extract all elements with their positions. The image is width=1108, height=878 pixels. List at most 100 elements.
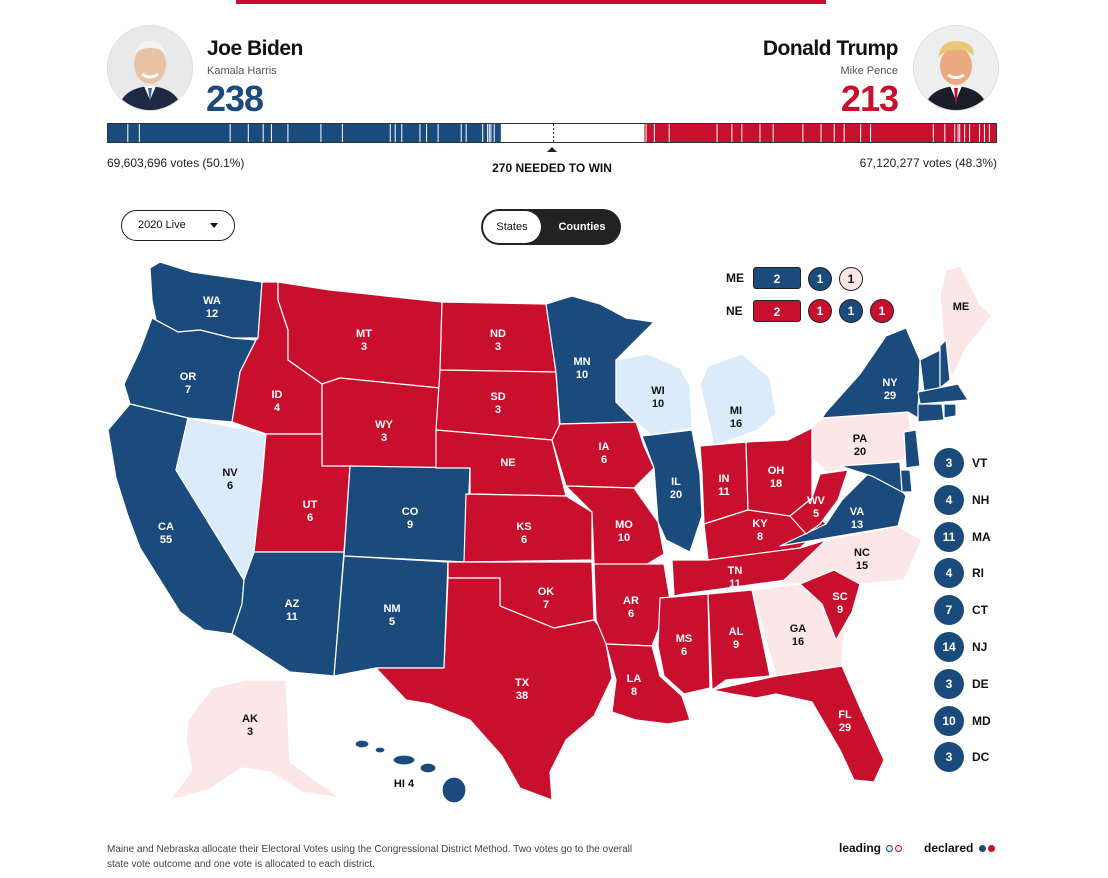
small-state-abbr-DE: DE	[972, 676, 989, 691]
state-ev-WV: 5	[813, 508, 819, 520]
state-WV[interactable]	[789, 469, 849, 535]
state-label-KS: KS 6	[516, 521, 531, 546]
state-abbr-MO: MO	[615, 519, 633, 531]
state-abbr-FL: FL	[838, 709, 852, 721]
state-abbr-UT: UT	[303, 499, 318, 511]
state-label-MT: MT 3	[356, 328, 372, 353]
split-state-label-ne: NE	[726, 304, 743, 318]
small-state-DE[interactable]: 3 DE	[934, 668, 1004, 699]
state-abbr-LA: LA	[627, 673, 642, 685]
state-label-FL: FL 29	[838, 709, 852, 734]
state-NJ	[903, 429, 921, 469]
small-state-VT[interactable]: 3 VT	[934, 448, 1004, 478]
small-state-ev-CT: 7	[934, 595, 964, 626]
state-ev-MT: 3	[361, 341, 367, 353]
state-abbr-ID: ID	[272, 389, 283, 401]
me-district-2[interactable]: 1	[839, 267, 863, 291]
toggle-counties[interactable]: Counties	[558, 221, 606, 233]
ne-district-1[interactable]: 1	[808, 299, 832, 323]
ne-district-2[interactable]: 1	[839, 299, 863, 323]
state-IA[interactable]	[551, 421, 655, 489]
state-AK[interactable]	[169, 679, 341, 801]
state-TX[interactable]	[375, 577, 613, 801]
small-state-abbr-RI: RI	[972, 566, 984, 581]
state-label-PA: PA 20	[853, 433, 868, 458]
ne-statewide-pill[interactable]: 2	[753, 300, 801, 322]
state-label-GA: GA 16	[790, 623, 807, 648]
state-abbr-IN: IN	[719, 473, 730, 485]
state-abbr-CO: CO	[402, 506, 419, 518]
state-label-NC: NC 15	[854, 547, 870, 572]
state-label-VA: VA 13	[850, 506, 865, 531]
year-select[interactable]: 2020 Live	[121, 210, 235, 241]
small-state-abbr-MA: MA	[972, 529, 991, 544]
dem-progress-fill	[108, 124, 501, 142]
declared-rep-swatch	[987, 845, 995, 853]
state-abbr-NC: NC	[854, 547, 870, 559]
state-label-WY: WY 3	[375, 419, 393, 444]
state-abbr-VA: VA	[850, 506, 865, 518]
state-AL[interactable]	[707, 589, 771, 691]
state-abbr-WY: WY	[375, 419, 393, 431]
small-state-RI[interactable]: 4 RI	[934, 558, 1004, 589]
state-IL[interactable]	[641, 429, 703, 553]
state-label-IL: IL 20	[670, 476, 682, 501]
small-state-abbr-MD: MD	[972, 713, 991, 728]
state-label-OK: OK 7	[538, 586, 555, 611]
rep-electoral-votes: 213	[840, 78, 899, 119]
state-ev-TX: 38	[516, 690, 528, 702]
state-label-ME: ME	[953, 301, 970, 313]
small-state-CT[interactable]: 7 CT	[934, 595, 1004, 626]
view-toggle[interactable]: States Counties	[481, 209, 621, 245]
state-ev-VA: 13	[851, 519, 863, 531]
toggle-states[interactable]: States	[483, 211, 541, 243]
state-FL[interactable]	[711, 665, 885, 783]
district-method-footnote: Maine and Nebraska allocate their Electo…	[107, 844, 633, 870]
state-label-TX: TX 38	[515, 677, 530, 702]
state-MO[interactable]	[565, 485, 665, 567]
state-label-IN: IN 11	[718, 473, 730, 498]
state-abbr-AZ: AZ	[285, 598, 300, 610]
split-state-label-me: ME	[726, 271, 744, 285]
state-abbr-KS: KS	[516, 521, 531, 533]
state-label-NV: NV 6	[222, 467, 238, 492]
state-label-WV: WV 5	[807, 495, 825, 520]
state-abbr-NM: NM	[383, 603, 400, 615]
state-label-MO: MO 10	[615, 519, 633, 544]
state-NY[interactable]	[821, 327, 921, 419]
candidate-photo-biden	[107, 25, 193, 111]
state-label-AL: AL 9	[729, 626, 744, 651]
state-HI[interactable]	[354, 739, 467, 804]
me-district-1[interactable]: 1	[808, 267, 832, 291]
state-ev-CO: 9	[407, 519, 413, 531]
small-state-ev-DE: 3	[934, 668, 964, 699]
state-label-NY: NY 29	[882, 377, 898, 402]
state-WI[interactable]	[615, 353, 693, 437]
state-MI[interactable]	[699, 353, 777, 447]
state-KS[interactable]	[463, 493, 593, 563]
small-state-DC[interactable]: 3 DC	[934, 742, 1004, 773]
state-abbr-AK: AK	[242, 713, 258, 725]
state-abbr-WV: WV	[807, 495, 825, 507]
state-ev-CA: 55	[160, 534, 172, 546]
small-state-MA[interactable]: 11 MA	[934, 521, 1004, 552]
ne-district-3[interactable]: 1	[870, 299, 894, 323]
state-LA[interactable]	[605, 643, 691, 725]
state-ev-OK: 7	[543, 599, 549, 611]
state-NC[interactable]	[779, 525, 923, 585]
state-ev-WY: 3	[381, 432, 387, 444]
state-label-MN: MN 10	[573, 356, 590, 381]
legend-declared: declared	[924, 841, 995, 855]
state-label-OR: OR 7	[180, 371, 197, 396]
page-title-underline	[236, 0, 826, 4]
small-state-NH[interactable]: 4 NH	[934, 484, 1004, 515]
state-NH	[939, 338, 951, 390]
me-statewide-pill[interactable]: 2	[753, 267, 801, 289]
state-ev-MS: 6	[681, 646, 687, 658]
small-state-MD[interactable]: 10 MD	[934, 705, 1004, 736]
state-ev-GA: 16	[792, 636, 804, 648]
dem-popular-votes: 69,603,696 votes (50.1%)	[107, 156, 245, 170]
small-state-NJ[interactable]: 14 NJ	[934, 632, 1004, 662]
state-ev-AL: 9	[733, 639, 739, 651]
